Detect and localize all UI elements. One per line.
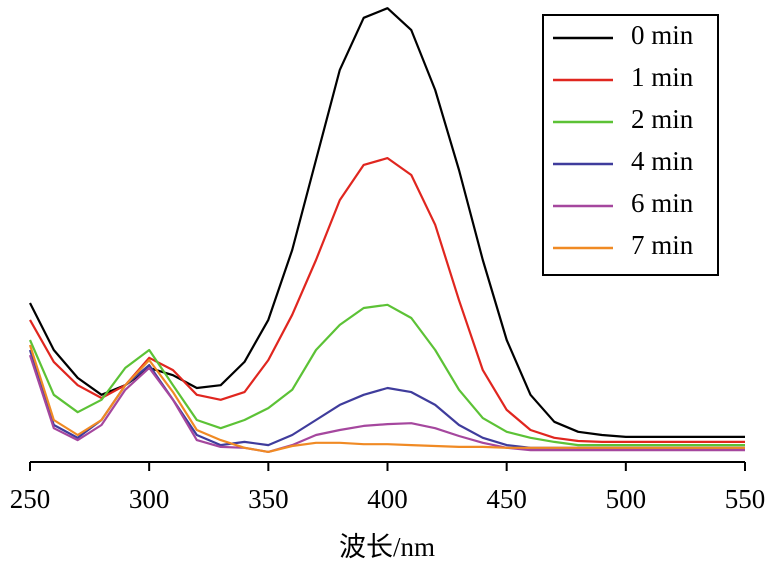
x-tick-label: 400 <box>367 484 408 514</box>
legend-label: 0 min <box>631 20 694 50</box>
x-tick-label: 450 <box>486 484 527 514</box>
series-line <box>29 157 745 443</box>
x-tick-label: 550 <box>725 484 766 514</box>
series-line <box>28 349 745 449</box>
legend-box <box>542 14 719 276</box>
legend-label: 4 min <box>631 146 694 176</box>
x-tick-label: 300 <box>129 484 170 514</box>
x-axis-label: 波长/nm <box>339 532 435 562</box>
legend-label: 6 min <box>631 188 694 218</box>
series-line <box>28 354 745 453</box>
series-line <box>28 303 745 447</box>
x-tick-label: 500 <box>606 484 647 514</box>
legend-label: 2 min <box>631 104 694 134</box>
legend-label: 7 min <box>631 230 694 260</box>
legend-label: 1 min <box>631 62 694 92</box>
series-line <box>28 344 745 453</box>
x-tick-label: 250 <box>10 484 51 514</box>
x-tick-label: 350 <box>248 484 289 514</box>
